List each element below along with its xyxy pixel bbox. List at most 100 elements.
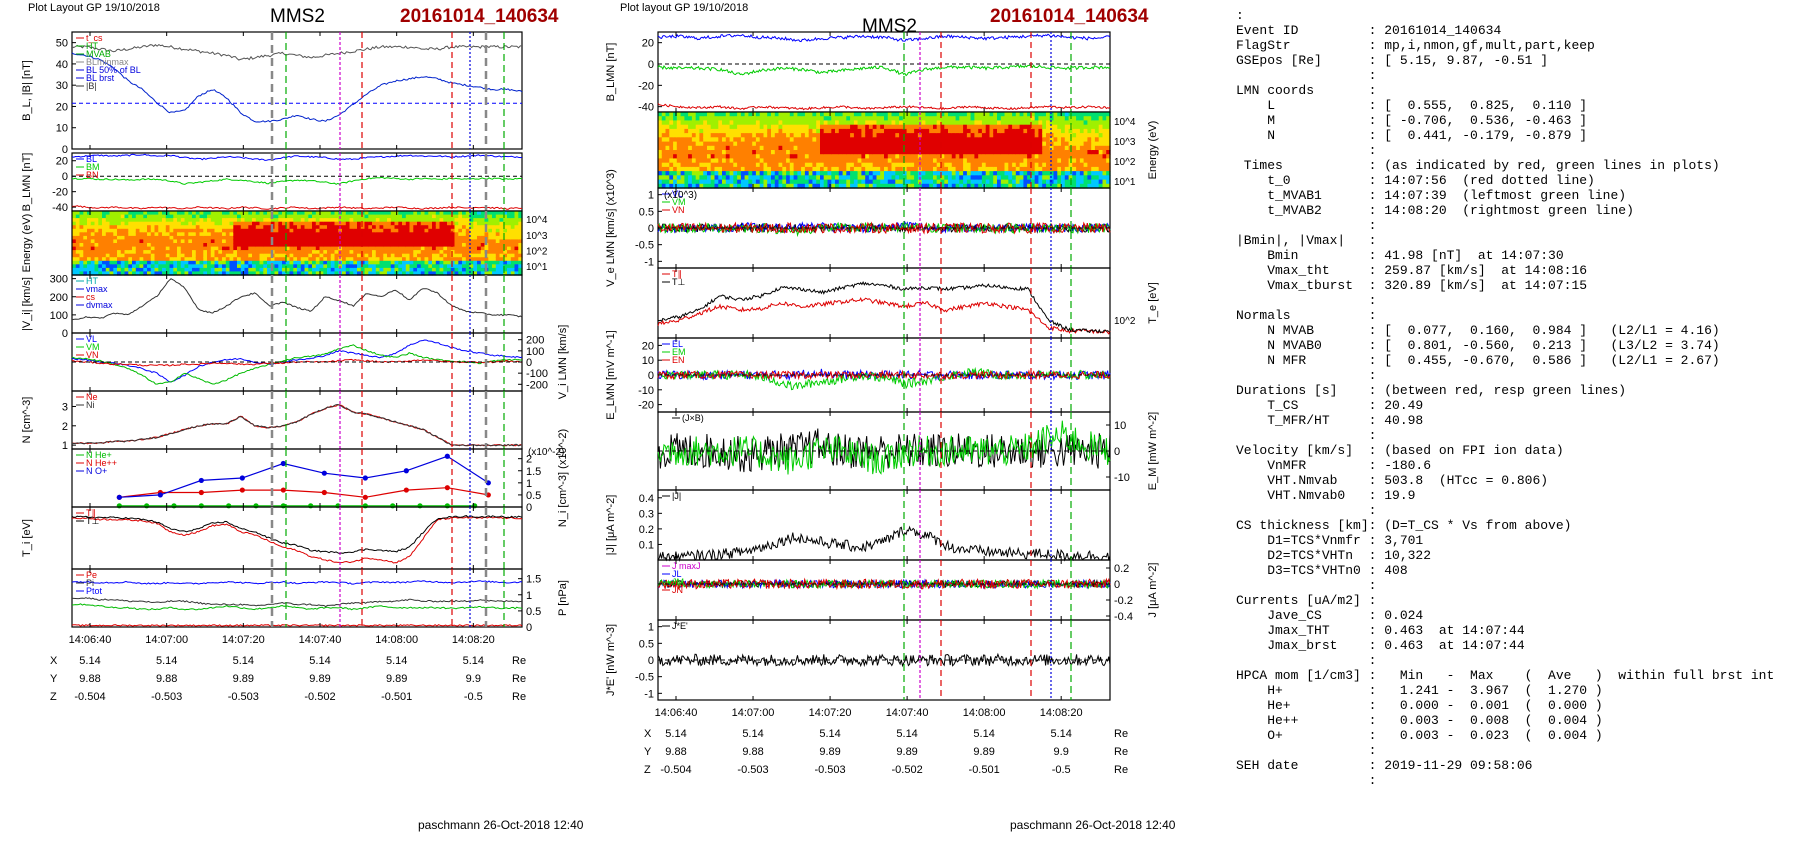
spectrogram-cell xyxy=(327,211,332,216)
spectrogram-cell xyxy=(1061,141,1066,147)
spectrogram-cell xyxy=(443,225,448,230)
spectrogram-cell xyxy=(910,112,915,117)
spectrogram-cell xyxy=(1079,179,1085,185)
spectrogram-cell xyxy=(910,162,915,168)
series-line xyxy=(657,280,1111,334)
spectrogram-cell xyxy=(748,116,753,121)
legend-entry: BL brst xyxy=(86,73,115,83)
spectrogram-cell xyxy=(109,253,114,258)
spectrogram-cell xyxy=(447,246,452,251)
spectrogram-cell xyxy=(1053,112,1058,117)
spectrogram-cell xyxy=(1008,137,1013,143)
spectrogram-cell xyxy=(1008,179,1013,185)
spectrogram-cell xyxy=(752,183,757,189)
spectrogram-cell xyxy=(665,137,670,143)
spectrogram-cell xyxy=(1049,183,1055,189)
spectrogram-cell xyxy=(884,120,889,126)
spectrogram-cell xyxy=(793,162,798,168)
y-tick-label: 0.5 xyxy=(639,638,654,650)
spectrogram-cell xyxy=(169,235,174,241)
spectrogram-cell xyxy=(165,239,171,244)
spectrogram-cell xyxy=(876,171,881,176)
spectrogram-cell xyxy=(872,158,878,164)
spectrogram-cell xyxy=(1030,171,1036,176)
spectrogram-cell xyxy=(1012,162,1017,168)
spectrogram-cell xyxy=(755,175,761,181)
spectrogram-cell xyxy=(360,235,366,241)
spectrogram-cell xyxy=(424,246,429,251)
spectrogram-cell xyxy=(484,218,489,223)
spectrogram-cell xyxy=(188,250,193,255)
spectrogram-cell xyxy=(150,239,156,244)
spectrogram-cell xyxy=(1049,141,1055,147)
spectrogram-cell xyxy=(207,211,212,216)
spectrogram-cell xyxy=(192,257,197,262)
spectrogram-cell xyxy=(458,225,463,230)
spectrogram-cell xyxy=(1094,175,1100,181)
spectrogram-cell xyxy=(353,239,358,244)
spectrogram-cell xyxy=(808,158,814,164)
spectrogram-cell xyxy=(936,179,942,185)
spectrogram-cell xyxy=(846,166,851,172)
spectrogram-cell xyxy=(1042,179,1047,185)
spectrogram-cell xyxy=(443,228,448,233)
spectrogram-cell xyxy=(499,253,504,258)
spectrogram-cell xyxy=(285,246,291,251)
spectrogram-cell xyxy=(210,232,216,237)
spectrogram-cell xyxy=(267,211,272,216)
spectrogram-cell xyxy=(450,228,456,233)
spectrogram-cell xyxy=(327,232,332,237)
spectrogram-cell xyxy=(1038,183,1043,189)
spectrogram-cell xyxy=(868,141,874,147)
spectrogram-cell xyxy=(661,141,667,147)
spectrogram-cell xyxy=(914,141,919,147)
spectrogram-cell xyxy=(872,116,878,121)
spectrogram-cell xyxy=(398,211,403,216)
spectrogram-cell xyxy=(786,150,791,155)
spectrogram-cell xyxy=(914,162,919,168)
spectrogram-cell xyxy=(778,158,783,164)
spectrogram-cell xyxy=(417,221,422,226)
spectrogram-cell xyxy=(510,250,516,255)
spectrogram-cell xyxy=(684,158,689,164)
spectrogram-cell xyxy=(394,225,399,230)
spectrogram-cell xyxy=(763,150,768,155)
spectrogram-cell xyxy=(1012,179,1017,185)
y-tick-label: 2 xyxy=(62,421,68,433)
spectrogram-cell xyxy=(857,171,862,176)
spectrogram-cell xyxy=(274,218,279,223)
spectrogram-cell xyxy=(812,166,817,172)
spectrogram-cell xyxy=(850,141,855,147)
spectrogram-cell xyxy=(465,253,471,258)
spectrogram-cell xyxy=(752,175,757,181)
spectrogram-cell xyxy=(345,271,351,276)
spectrogram-cell xyxy=(1087,150,1092,155)
spectrogram-cell xyxy=(661,145,667,151)
left-plot-title: MMS2 xyxy=(270,6,325,27)
spectrogram-cell xyxy=(285,211,291,216)
spectrogram-cell xyxy=(495,246,501,251)
spectrogram-cell xyxy=(267,271,272,276)
spectrogram-cell xyxy=(177,239,182,244)
spectrogram-cell xyxy=(857,145,862,151)
spectrogram-cell xyxy=(304,267,309,273)
spectrogram-cell xyxy=(477,257,482,262)
spectrogram-cell xyxy=(518,257,523,262)
spectrogram-cell xyxy=(1023,112,1028,117)
spectrogram-cell xyxy=(804,141,810,147)
spectrogram-cell xyxy=(368,260,373,265)
spectrogram-cell xyxy=(891,150,896,155)
spectrogram-cell xyxy=(1042,171,1047,176)
spectrogram-cell xyxy=(98,214,103,219)
spectrogram-cell xyxy=(492,271,497,276)
spectrogram-cell xyxy=(165,211,171,216)
series-line xyxy=(71,176,523,185)
spectrogram-cell xyxy=(154,235,159,241)
spectrogram-cell xyxy=(759,154,765,159)
spectrogram-cell xyxy=(940,133,945,138)
spectrogram-cell xyxy=(963,183,968,189)
spectrogram-cell xyxy=(469,235,474,241)
spectrogram-cell xyxy=(375,225,381,230)
spectrogram-cell xyxy=(850,175,855,181)
legend-entry: cs xyxy=(86,292,96,302)
